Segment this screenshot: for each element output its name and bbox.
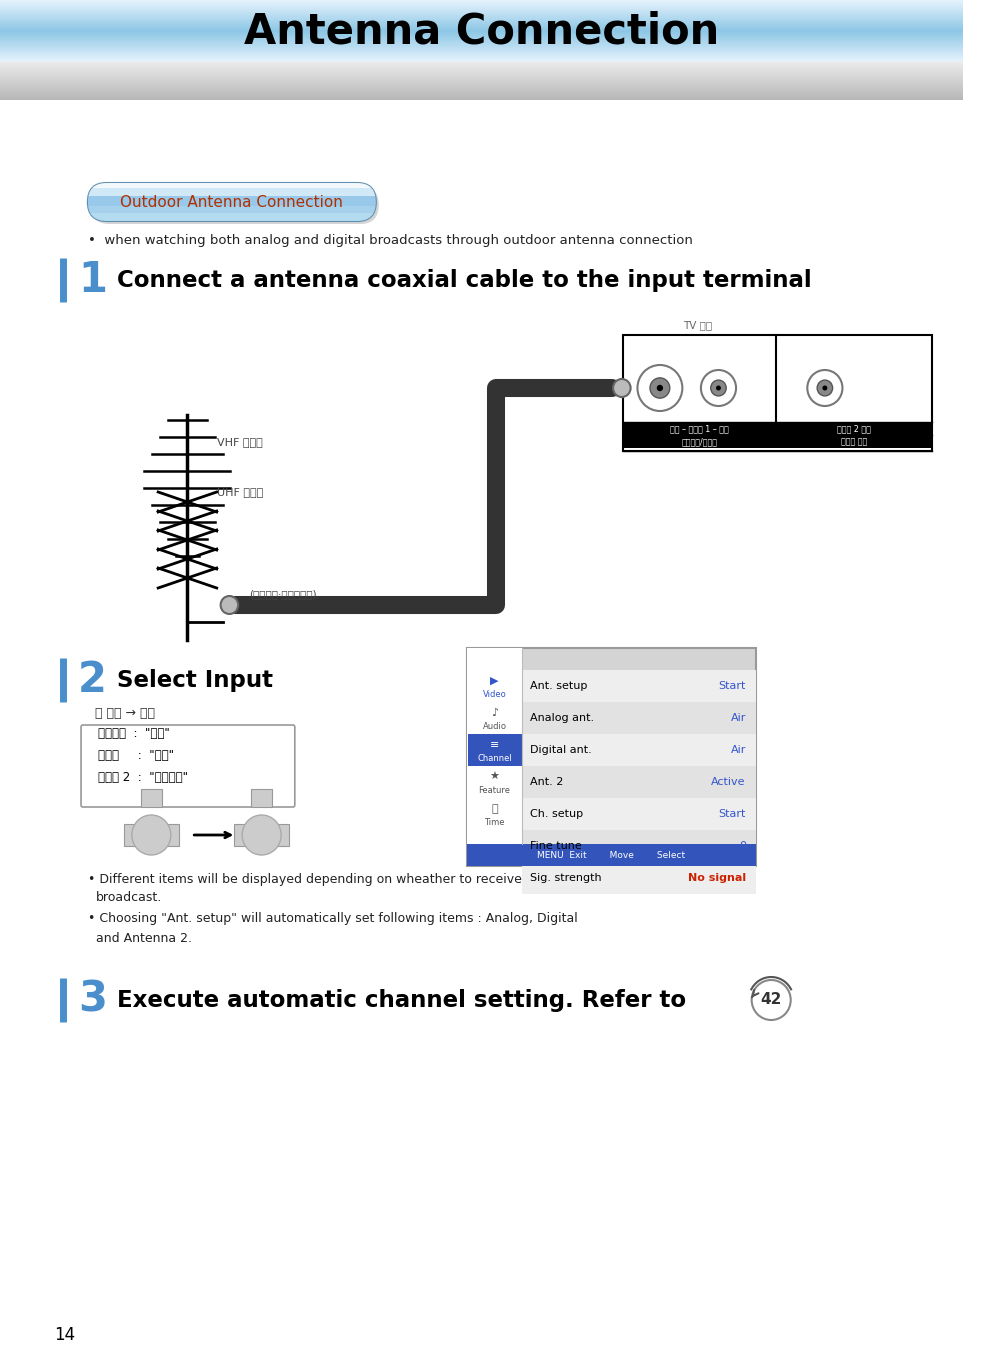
Text: Time: Time — [484, 817, 505, 827]
Text: ▶: ▶ — [490, 677, 499, 686]
Circle shape — [716, 385, 721, 391]
Bar — [250, 789, 272, 807]
Bar — [467, 734, 523, 766]
Circle shape — [638, 365, 682, 411]
Bar — [466, 843, 755, 867]
Text: Fine tune: Fine tune — [530, 841, 582, 852]
Bar — [623, 422, 776, 435]
Text: 3: 3 — [78, 979, 107, 1021]
Bar — [623, 435, 776, 448]
Bar — [523, 798, 755, 830]
Bar — [141, 789, 162, 807]
Bar — [466, 648, 755, 867]
Text: MENU  Exit        Move        Select: MENU Exit Move Select — [537, 850, 685, 860]
Text: Execute automatic channel setting. Refer to: Execute automatic channel setting. Refer… — [117, 988, 686, 1012]
Text: Outdoor Antenna Connection: Outdoor Antenna Connection — [120, 194, 343, 209]
Text: 14: 14 — [53, 1326, 75, 1344]
Text: • Different items will be displayed depending on wheather to receive digital bro: • Different items will be displayed depe… — [88, 874, 694, 886]
Bar — [141, 827, 162, 845]
Text: 디지털     :  "일반": 디지털 : "일반" — [98, 749, 174, 761]
Bar — [776, 422, 933, 435]
FancyBboxPatch shape — [88, 183, 376, 221]
Text: No signal: No signal — [687, 874, 745, 883]
Text: Video: Video — [482, 689, 507, 699]
Text: Select Input: Select Input — [117, 668, 273, 692]
Text: •  when watching both analog and digital broadcasts through outdoor antenna conn: • when watching both analog and digital … — [88, 234, 693, 246]
Bar — [623, 335, 933, 451]
Circle shape — [657, 384, 663, 391]
Text: Ch. setup: Ch. setup — [530, 809, 583, 819]
Text: 2: 2 — [78, 659, 106, 701]
Bar — [161, 824, 178, 846]
FancyBboxPatch shape — [81, 725, 295, 807]
Text: 디지털 전용: 디지털 전용 — [841, 437, 868, 446]
Text: 1: 1 — [78, 258, 107, 301]
Circle shape — [613, 379, 631, 396]
Text: Digital ant.: Digital ant. — [530, 745, 592, 755]
Bar — [466, 648, 523, 843]
Text: 아날로그/디지털: 아날로그/디지털 — [681, 437, 718, 446]
Text: VHF 안테나: VHF 안테나 — [217, 437, 262, 447]
Text: ★: ★ — [489, 772, 500, 782]
Bar — [523, 703, 755, 734]
Bar — [523, 734, 755, 766]
Text: Air: Air — [731, 745, 745, 755]
Text: Antenna Connection: Antenna Connection — [244, 10, 719, 52]
Text: ・ 메뉴 → 채널: ・ 메뉴 → 채널 — [95, 707, 155, 719]
Circle shape — [711, 380, 727, 396]
Circle shape — [817, 380, 832, 396]
Text: Air: Air — [731, 714, 745, 723]
Text: and Antenna 2.: and Antenna 2. — [96, 932, 191, 945]
Text: broadcast.: broadcast. — [96, 891, 162, 904]
Circle shape — [808, 370, 842, 406]
Text: (일반방송·디지털방송): (일반방송·디지털방송) — [249, 589, 317, 599]
Text: Channel: Channel — [477, 753, 512, 763]
Bar — [235, 824, 251, 846]
FancyBboxPatch shape — [91, 186, 379, 224]
Text: 42: 42 — [760, 992, 782, 1007]
Bar — [523, 830, 755, 863]
Bar — [271, 824, 289, 846]
Circle shape — [221, 596, 239, 614]
Bar — [124, 824, 142, 846]
Text: • Choosing "Ant. setup" will automatically set following items : Analog, Digital: • Choosing "Ant. setup" will automatical… — [88, 912, 578, 925]
Text: ♪: ♪ — [491, 708, 498, 718]
Text: 안테나 2  :  "사용안함": 안테나 2 : "사용안함" — [98, 771, 187, 783]
Text: ≡: ≡ — [490, 740, 499, 750]
Bar — [250, 827, 272, 845]
Bar — [523, 766, 755, 798]
Text: 안테나 2 입력: 안테나 2 입력 — [837, 424, 871, 433]
Circle shape — [132, 815, 171, 854]
Circle shape — [701, 370, 736, 406]
Text: ⏲: ⏲ — [491, 804, 498, 813]
Bar — [776, 435, 933, 448]
Text: Audio: Audio — [482, 722, 507, 730]
Bar — [523, 670, 755, 703]
Text: 입력 – 안테나 1 – 출력: 입력 – 안테나 1 – 출력 — [670, 424, 729, 433]
Circle shape — [650, 377, 669, 398]
Text: Active: Active — [711, 776, 745, 787]
Text: 이날로그  :  "일반": 이날로그 : "일반" — [98, 726, 170, 740]
Text: Analog ant.: Analog ant. — [530, 714, 595, 723]
Text: Ant. 2: Ant. 2 — [530, 776, 563, 787]
Text: Start: Start — [719, 809, 745, 819]
Text: Connect a antenna coaxial cable to the input terminal: Connect a antenna coaxial cable to the i… — [117, 268, 811, 291]
Circle shape — [822, 385, 827, 391]
Text: Ant. setup: Ant. setup — [530, 681, 588, 690]
Text: 0: 0 — [739, 841, 745, 852]
Text: UHF 안테나: UHF 안테나 — [217, 487, 263, 498]
Circle shape — [751, 980, 791, 1020]
Text: TV 뒷면: TV 뒷면 — [683, 320, 713, 329]
Text: Start: Start — [719, 681, 745, 690]
Bar — [523, 863, 755, 894]
Text: Sig. strength: Sig. strength — [530, 874, 601, 883]
Text: Feature: Feature — [478, 786, 511, 794]
Circle shape — [243, 815, 281, 854]
